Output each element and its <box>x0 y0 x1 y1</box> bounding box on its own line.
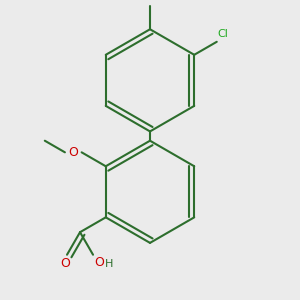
Text: O: O <box>94 256 104 269</box>
Text: O: O <box>68 146 78 159</box>
Text: O: O <box>60 256 70 270</box>
Text: H: H <box>105 260 113 269</box>
Text: Cl: Cl <box>218 29 229 39</box>
